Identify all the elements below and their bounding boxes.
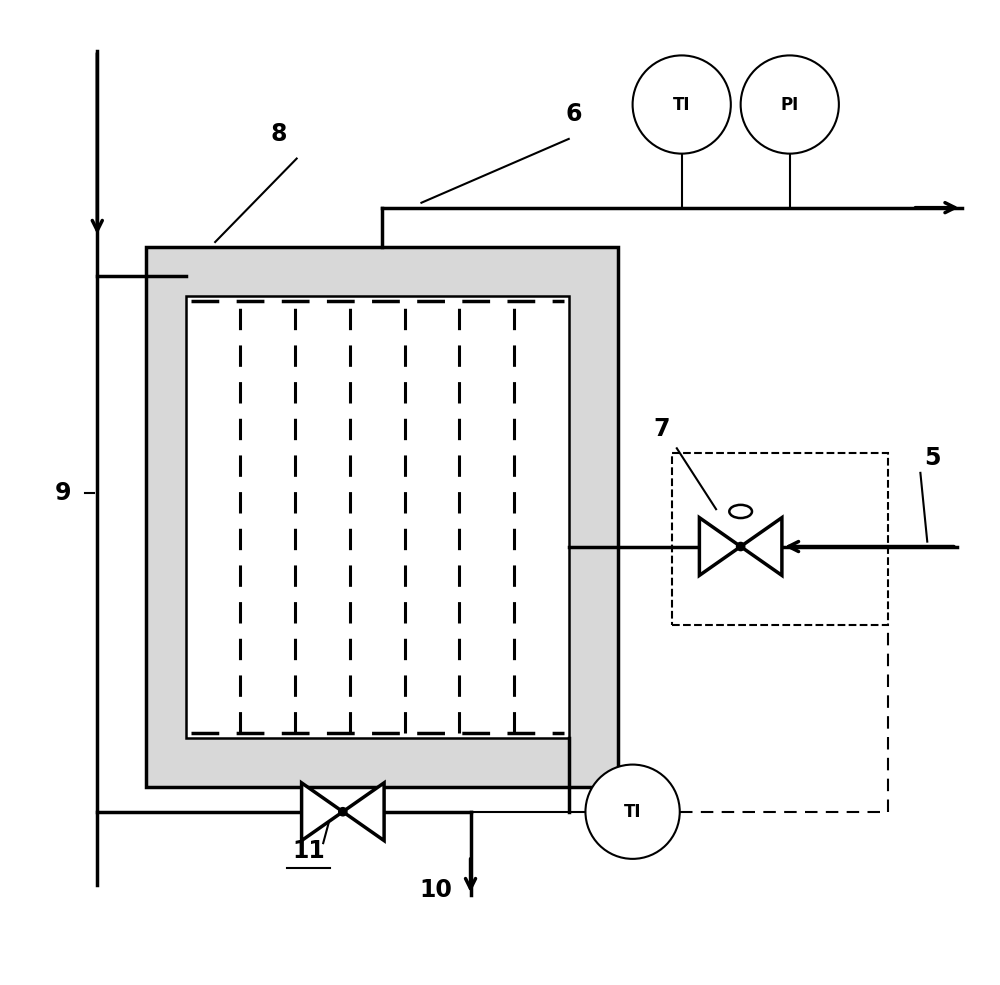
Text: 9: 9	[55, 481, 71, 504]
Circle shape	[737, 543, 745, 551]
Circle shape	[741, 55, 839, 154]
Text: 5: 5	[924, 446, 940, 470]
Text: PI: PI	[781, 96, 799, 113]
Polygon shape	[343, 783, 384, 840]
Ellipse shape	[729, 505, 752, 518]
Circle shape	[633, 55, 731, 154]
Circle shape	[339, 808, 347, 816]
Bar	[146, 247, 618, 787]
Bar	[186, 296, 569, 738]
Circle shape	[585, 764, 680, 859]
Text: 10: 10	[420, 879, 453, 902]
Text: TI: TI	[624, 803, 641, 821]
Polygon shape	[741, 518, 782, 575]
Polygon shape	[302, 783, 343, 840]
Text: 11: 11	[292, 839, 325, 863]
Text: 8: 8	[271, 122, 287, 146]
Text: TI: TI	[673, 96, 690, 113]
Polygon shape	[699, 518, 741, 575]
Text: 7: 7	[654, 417, 670, 440]
Text: 6: 6	[565, 102, 582, 126]
Bar	[672, 453, 888, 625]
